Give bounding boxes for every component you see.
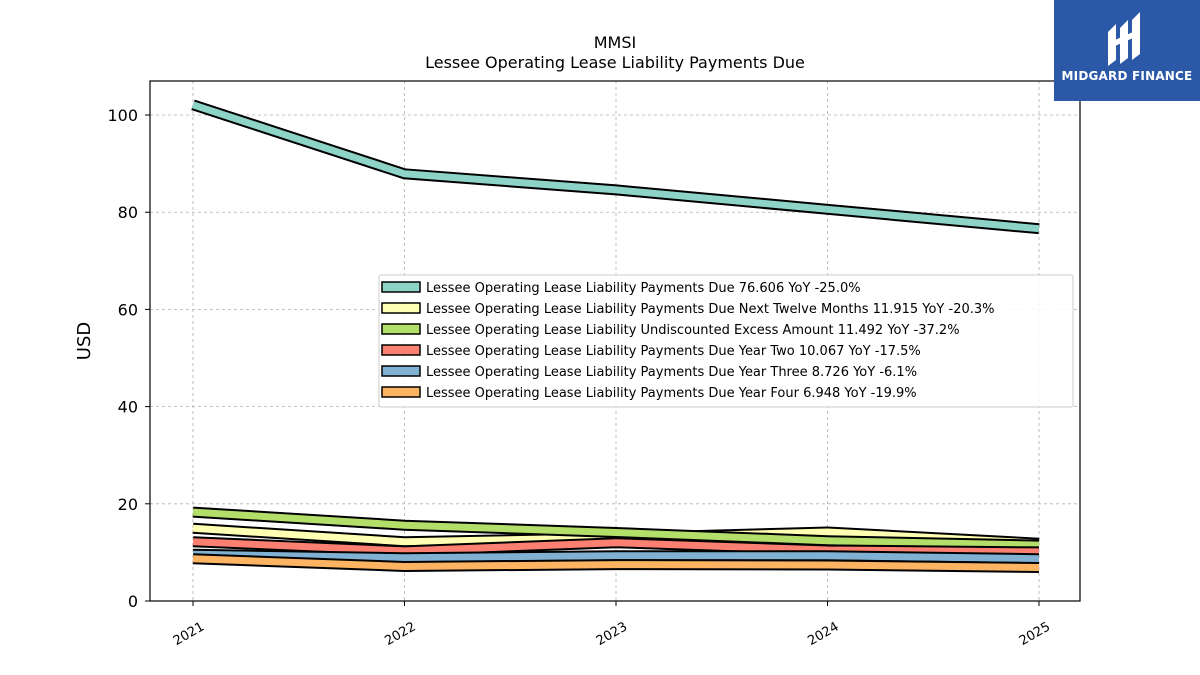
x-tick-label: 2023: [594, 619, 630, 649]
legend-entry: Lessee Operating Lease Liability Payment…: [426, 281, 861, 296]
legend-entry: Lessee Operating Lease Liability Payment…: [426, 302, 995, 317]
legend-entry: Lessee Operating Lease Liability Payment…: [426, 386, 917, 401]
x-tick-label: 2024: [805, 619, 841, 649]
y-tick-label: 40: [118, 398, 138, 417]
x-axis-ticks: 2021 2022 2023 2024 2025: [171, 601, 1053, 649]
legend-swatch: [381, 302, 421, 314]
y-axis-ticks: 0 20 40 60 80 100: [107, 106, 150, 611]
legend-entry: Lessee Operating Lease Liability Payment…: [426, 365, 917, 380]
brand-logo: MIDGARD FINANCE: [1054, 0, 1200, 101]
chart-subtitle: Lessee Operating Lease Liability Payment…: [425, 53, 805, 72]
y-tick-label: 20: [118, 495, 138, 514]
y-tick-label: 0: [128, 592, 138, 611]
legend-swatch: [381, 386, 421, 398]
series-layer: [191, 99, 1040, 573]
legend-swatch: [381, 281, 421, 293]
y-tick-label: 60: [118, 300, 138, 319]
legend-swatch: [381, 344, 421, 356]
y-tick-label: 100: [107, 106, 138, 125]
logo-mark-icon: [1108, 12, 1140, 66]
legend-box: [378, 274, 1074, 408]
y-axis-label: USD: [74, 322, 95, 360]
legend-entry: Lessee Operating Lease Liability Payment…: [426, 344, 921, 359]
y-tick-label: 80: [118, 203, 138, 222]
legend-swatch: [381, 323, 421, 335]
legend-swatch: [381, 365, 421, 377]
legend: Lessee Operating Lease Liability Payment…: [378, 274, 1074, 408]
x-tick-label: 2025: [1017, 619, 1053, 649]
x-tick-label: 2021: [171, 619, 207, 649]
x-tick-label: 2022: [382, 619, 418, 649]
chart-title: MMSI: [594, 33, 636, 52]
plot-frame: [149, 80, 1081, 602]
legend-entry: Lessee Operating Lease Liability Undisco…: [426, 323, 960, 338]
logo-text: MIDGARD FINANCE: [1061, 69, 1193, 83]
